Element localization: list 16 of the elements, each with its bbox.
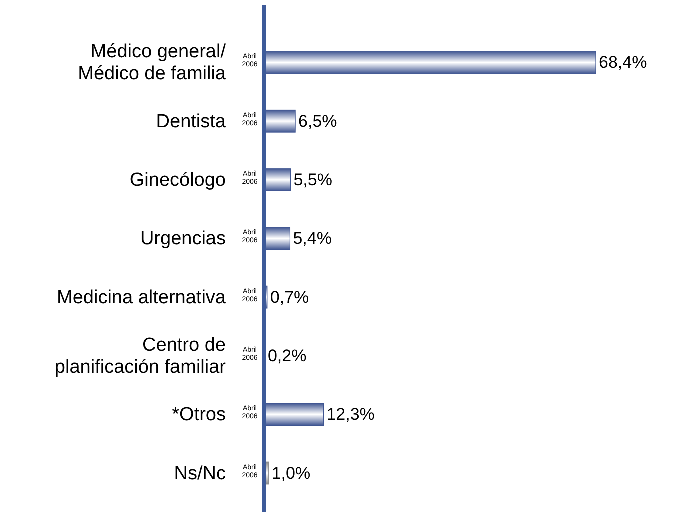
y-tick-label: Centro de planificación familiar: [54, 334, 227, 378]
y-tick-label: Médico general/ Médico de familia: [78, 41, 227, 84]
data-label: 5,4%: [293, 229, 332, 248]
y-tick-label: Dentista: [156, 110, 226, 132]
data-label: 0,7%: [270, 288, 310, 307]
data-label: 5,5%: [294, 170, 332, 190]
data-label: 0,2%: [268, 346, 307, 366]
data-label: 1,0%: [272, 464, 311, 483]
data-label: 12,3%: [326, 405, 375, 424]
y-tick-label: Ginecólogo: [130, 170, 226, 191]
y-tick-label: Medicina alternativa: [57, 286, 226, 308]
data-label: 68,4%: [599, 53, 648, 72]
y-tick-label: *Otros: [172, 404, 226, 426]
y-tick-label: Ns/Nc: [174, 462, 226, 484]
data-label: 6,5%: [298, 112, 338, 131]
y-tick-label: Urgencias: [140, 228, 226, 250]
